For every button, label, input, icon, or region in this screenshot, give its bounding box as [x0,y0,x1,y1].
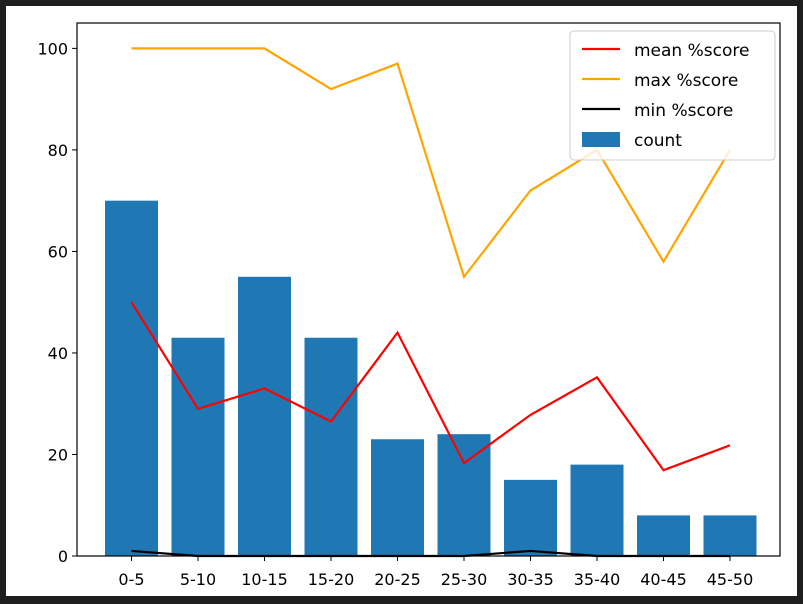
legend-label: max %score [634,71,738,91]
bar-count-40-45 [637,515,690,556]
y-tick-label: 0 [58,547,68,566]
x-tick-label: 45-50 [707,570,754,589]
bar-count-35-40 [570,464,624,556]
series-line-mean-score [130,301,731,472]
legend-label: mean %score [634,41,749,61]
x-tick-label: 10-15 [241,570,288,589]
y-tick-label: 20 [48,445,68,464]
x-tick-label: 0-5 [118,570,144,589]
x-tick-label: 20-25 [374,570,421,589]
series-line-max-score [131,47,731,280]
x-tick-label: 5-10 [180,570,216,589]
legend-label: count [634,131,682,151]
bar-count-5-10 [171,337,225,556]
bar-count-45-50 [703,515,757,556]
bar-count-15-20 [304,337,358,556]
bar-count-20-25 [371,439,424,556]
y-tick-label: 80 [48,141,68,160]
bar-count-10-15 [238,276,291,556]
legend-box [569,30,776,161]
legend: mean %score max %score min %score count [569,30,776,161]
x-tick-label: 25-30 [441,570,488,589]
axes-frame [76,22,781,557]
y-tick-label: 60 [48,242,68,261]
bar-count-0-5 [105,200,158,556]
x-tick-label: 35-40 [574,570,621,589]
legend-label: min %score [634,101,733,121]
legend-swatch-bar [582,132,620,147]
bar-count-25-30 [437,434,491,556]
x-tick-label: 30-35 [507,570,554,589]
x-tick-label: 40-45 [640,570,687,589]
x-tick-label: 15-20 [308,570,355,589]
y-tick-label: 100 [37,39,68,58]
y-tick-label: 40 [48,344,68,363]
bar-count-30-35 [504,479,557,556]
